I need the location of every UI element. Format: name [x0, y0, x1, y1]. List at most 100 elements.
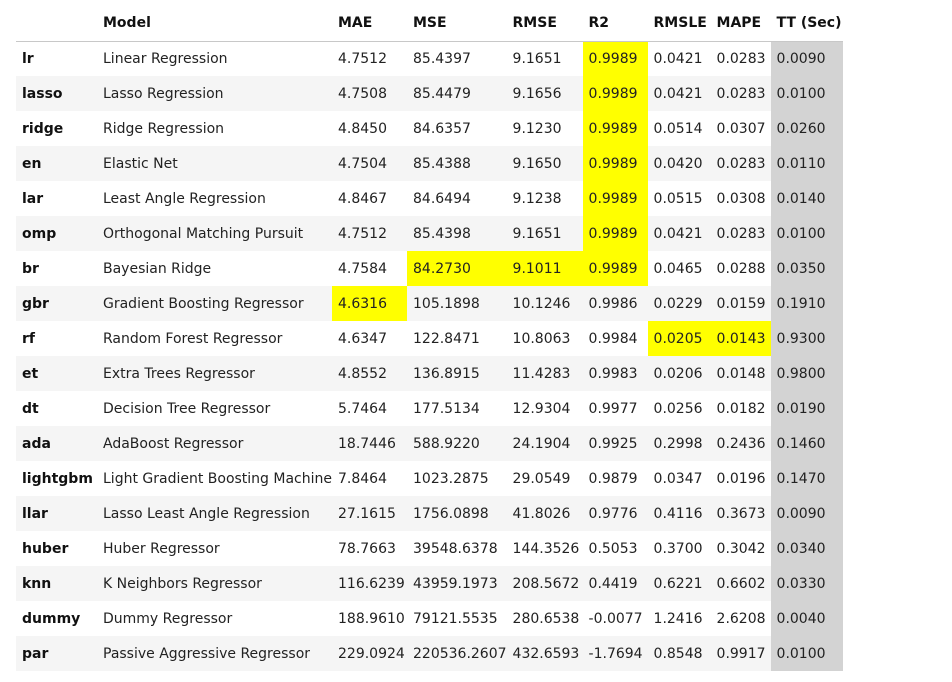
model-name: Linear Regression [97, 41, 332, 76]
row-index: ada [16, 426, 97, 461]
row-index: llar [16, 496, 97, 531]
mape-value: 0.0307 [710, 111, 771, 146]
rmse-value: 10.1246 [506, 286, 583, 321]
r2-value: 0.9977 [582, 391, 648, 426]
mse-value: 84.6357 [407, 111, 507, 146]
mape-value: 0.0283 [710, 146, 771, 181]
mape-value: 0.0196 [710, 461, 771, 496]
table-row: ada AdaBoost Regressor 18.7446 588.9220 24.1… [16, 426, 843, 461]
tt-value: 0.9300 [770, 321, 843, 356]
mae-value: 18.7446 [332, 426, 407, 461]
mse-value: 177.5134 [407, 391, 507, 426]
rmse-value: 29.0549 [506, 461, 583, 496]
rmsle-value: 0.0421 [647, 41, 711, 76]
model-comparison-table: Model MAE MSE RMSE R2 RMSLE MAPE TT (Sec… [16, 6, 843, 671]
model-name: Orthogonal Matching Pursuit [97, 216, 332, 251]
mse-value: 85.4479 [407, 76, 507, 111]
model-name: Least Angle Regression [97, 181, 332, 216]
r2-value: -0.0077 [582, 601, 648, 636]
table-row: dt Decision Tree Regressor 5.7464 177.5134 1… [16, 391, 843, 426]
header-mae: MAE [332, 6, 407, 42]
r2-value: 0.9986 [582, 286, 648, 321]
mae-value: 4.8450 [332, 111, 407, 146]
mape-value: 0.0148 [710, 356, 771, 391]
table-row: llar Lasso Least Angle Regression 27.1615 1… [16, 496, 843, 531]
table-row: en Elastic Net 4.7504 85.4388 9.1650 0.9989 0.… [16, 146, 843, 181]
model-name: Ridge Regression [97, 111, 332, 146]
table-row: rf Random Forest Regressor 4.6347 122.8471 1… [16, 321, 843, 356]
tt-value: 0.1470 [770, 461, 843, 496]
rmse-value: 432.6593 [506, 636, 583, 671]
table-row: et Extra Trees Regressor 4.8552 136.8915 11.… [16, 356, 843, 391]
table-row: omp Orthogonal Matching Pursuit 4.7512 85.4… [16, 216, 843, 251]
table-row: lightgbm Light Gradient Boosting Machine 7… [16, 461, 843, 496]
r2-value: 0.9989 [582, 216, 648, 251]
mse-value: 85.4388 [407, 146, 507, 181]
header-model: Model [97, 6, 332, 42]
mse-value: 220536.2607 [407, 636, 507, 671]
mae-value: 188.9610 [332, 601, 407, 636]
mae-value: 27.1615 [332, 496, 407, 531]
rmse-value: 41.8026 [506, 496, 583, 531]
rmsle-value: 0.0347 [647, 461, 711, 496]
table-row: par Passive Aggressive Regressor 229.0924 2… [16, 636, 843, 671]
rmsle-value: 0.6221 [647, 566, 711, 601]
rmse-value: 9.1011 [506, 251, 583, 286]
mae-value: 7.8464 [332, 461, 407, 496]
row-index: par [16, 636, 97, 671]
row-index: knn [16, 566, 97, 601]
mae-value: 116.6239 [332, 566, 407, 601]
tt-value: 0.0350 [770, 251, 843, 286]
mape-value: 0.0283 [710, 41, 771, 76]
mse-value: 39548.6378 [407, 531, 507, 566]
rmse-value: 208.5672 [506, 566, 583, 601]
rmsle-value: 0.3700 [647, 531, 711, 566]
mape-value: 0.0308 [710, 181, 771, 216]
mae-value: 4.7508 [332, 76, 407, 111]
rmse-value: 9.1651 [506, 41, 583, 76]
model-name: Lasso Least Angle Regression [97, 496, 332, 531]
rmsle-value: 0.2998 [647, 426, 711, 461]
tt-value: 0.0090 [770, 496, 843, 531]
mse-value: 1756.0898 [407, 496, 507, 531]
table-row: knn K Neighbors Regressor 116.6239 43959.19… [16, 566, 843, 601]
tt-value: 0.9800 [770, 356, 843, 391]
rmse-value: 12.9304 [506, 391, 583, 426]
rmse-value: 10.8063 [506, 321, 583, 356]
table-row: dummy Dummy Regressor 188.9610 79121.5535 28… [16, 601, 843, 636]
mae-value: 4.7512 [332, 216, 407, 251]
mape-value: 0.9917 [710, 636, 771, 671]
header-row: Model MAE MSE RMSE R2 RMSLE MAPE TT (Sec… [16, 6, 843, 42]
model-name: Dummy Regressor [97, 601, 332, 636]
rmsle-value: 0.0205 [647, 321, 711, 356]
r2-value: 0.9989 [582, 146, 648, 181]
tt-value: 0.1910 [770, 286, 843, 321]
rmsle-value: 0.0421 [647, 216, 711, 251]
rmse-value: 9.1230 [506, 111, 583, 146]
table-row: ridge Ridge Regression 4.8450 84.6357 9.1230… [16, 111, 843, 146]
row-index: ridge [16, 111, 97, 146]
r2-value: 0.9879 [582, 461, 648, 496]
rmsle-value: 0.4116 [647, 496, 711, 531]
rmse-value: 9.1650 [506, 146, 583, 181]
r2-value: 0.9989 [582, 111, 648, 146]
header-rmsle: RMSLE [647, 6, 711, 42]
model-name: Passive Aggressive Regressor [97, 636, 332, 671]
row-index: lightgbm [16, 461, 97, 496]
r2-value: 0.9989 [582, 181, 648, 216]
row-index: et [16, 356, 97, 391]
header-tt: TT (Sec) [770, 6, 843, 42]
row-index: omp [16, 216, 97, 251]
tt-value: 0.0140 [770, 181, 843, 216]
tt-value: 0.0100 [770, 636, 843, 671]
table-row: lar Least Angle Regression 4.8467 84.6494 9.… [16, 181, 843, 216]
mae-value: 4.6347 [332, 321, 407, 356]
mse-value: 79121.5535 [407, 601, 507, 636]
tt-value: 0.0330 [770, 566, 843, 601]
mae-value: 4.7504 [332, 146, 407, 181]
table-row: huber Huber Regressor 78.7663 39548.6378 144… [16, 531, 843, 566]
rmsle-value: 0.0206 [647, 356, 711, 391]
table-row: lasso Lasso Regression 4.7508 85.4479 9.1656… [16, 76, 843, 111]
mape-value: 0.3673 [710, 496, 771, 531]
mae-value: 5.7464 [332, 391, 407, 426]
